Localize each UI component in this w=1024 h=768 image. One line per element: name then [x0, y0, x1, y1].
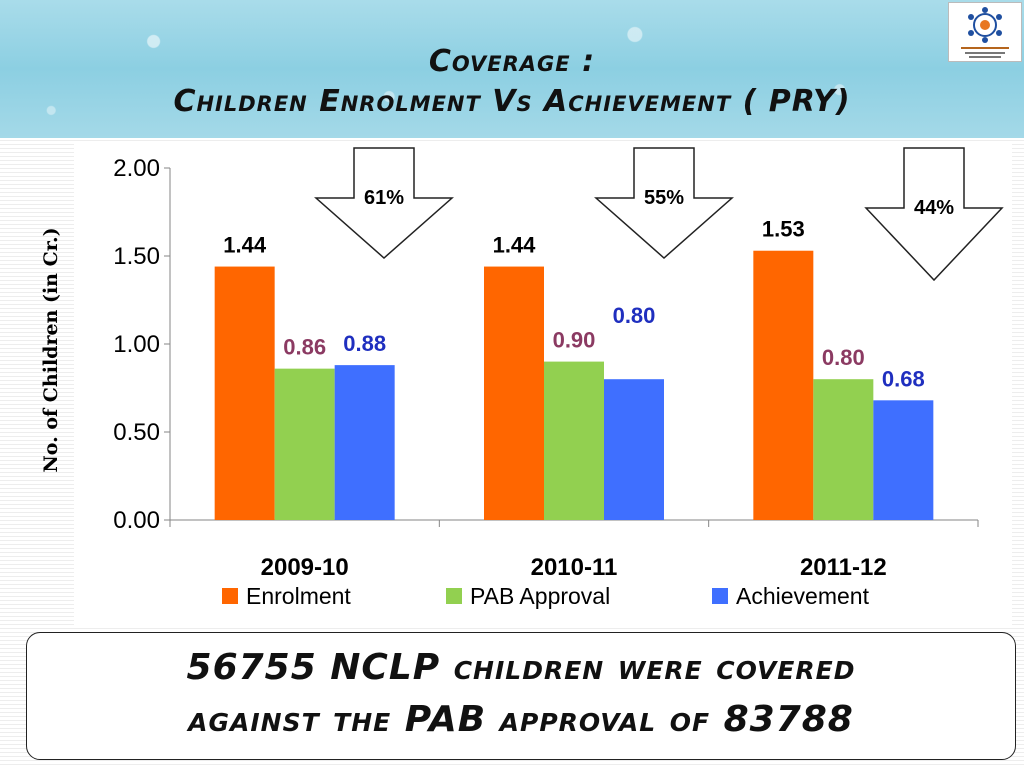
bar-achievement: [334, 365, 395, 520]
legend-label: Enrolment: [246, 583, 351, 609]
legend-swatch: [712, 588, 728, 604]
legend-swatch: [446, 588, 462, 604]
bar-pab-approval: [274, 368, 335, 520]
y-tick-label: 1.50: [113, 243, 160, 270]
bar-enrolment: [753, 250, 814, 520]
logo-emblem-icon: [961, 7, 1009, 58]
data-label: 1.44: [493, 233, 537, 258]
annotation-percentage: 55%: [644, 187, 684, 209]
y-tick-label: 0.50: [113, 419, 160, 446]
data-label: 0.68: [882, 366, 925, 391]
data-label: 0.80: [822, 345, 865, 370]
legend-label: PAB Approval: [470, 583, 610, 609]
data-label: 1.53: [762, 217, 805, 242]
mid-day-meal-logo: [948, 2, 1022, 62]
data-label: 0.88: [343, 331, 386, 356]
down-arrow-icon: [594, 147, 734, 260]
y-tick-label: 0.00: [113, 507, 160, 534]
footer-text-line-2: against the PAB approval of 83788: [188, 699, 854, 740]
bar-achievement: [873, 400, 934, 520]
bar-pab-approval: [544, 361, 604, 520]
data-label: 0.80: [613, 303, 656, 328]
footer-callout: 56755 NCLP children were covered against…: [26, 632, 1016, 760]
y-axis-label: No. of Children (in Cr.): [40, 227, 62, 473]
bar-pab-approval: [813, 379, 874, 520]
annotation-percentage: 44%: [914, 197, 954, 219]
bar-achievement: [604, 379, 664, 520]
bar-enrolment: [484, 266, 544, 520]
footer-text-line-1: 56755 NCLP children were covered: [186, 647, 856, 688]
data-label: 1.44: [223, 233, 267, 258]
x-tick-label: 2011-12: [800, 554, 887, 581]
data-label: 0.86: [283, 335, 326, 360]
data-label: 0.90: [553, 328, 596, 353]
page-title-line-1: Coverage :: [428, 44, 596, 79]
annotation-percentage: 61%: [364, 187, 404, 209]
legend-label: Achievement: [736, 583, 870, 609]
x-tick-label: 2010-11: [531, 554, 618, 581]
page-title-line-2: Children Enrolment Vs Achievement ( PRY): [173, 84, 851, 119]
x-tick-label: 2009-10: [261, 554, 349, 581]
legend-swatch: [222, 588, 238, 604]
down-arrow-icon: [864, 147, 1004, 282]
bar-enrolment: [214, 266, 275, 520]
chart-area: 0.00 0.50 1.00 1.50 2.00 1.44 0.86 0.88 2009-10 6…: [74, 142, 1012, 628]
y-tick-label: 1.00: [113, 331, 160, 358]
header-banner: Coverage : Children Enrolment Vs Achieve…: [0, 0, 1024, 138]
bar-chart: 0.00 0.50 1.00 1.50 2.00 1.44 0.86 0.88 2009-10 6…: [113, 147, 1004, 609]
y-tick-label: 2.00: [113, 155, 160, 182]
down-arrow-icon: [314, 147, 454, 260]
